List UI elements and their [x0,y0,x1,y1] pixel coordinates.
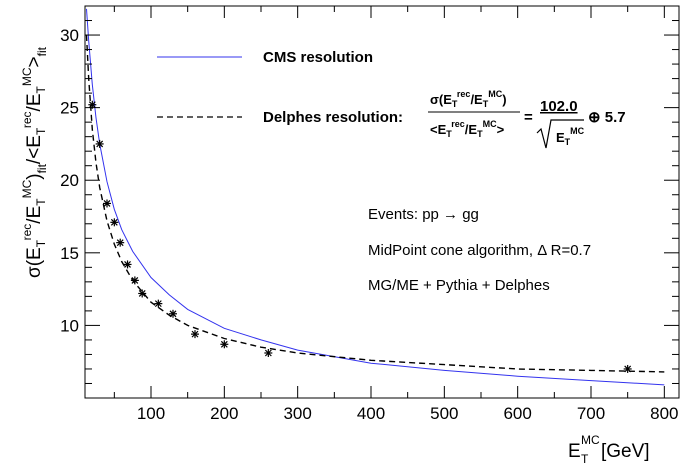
y-axis-label: σ(ETrec/ETMC)fit/<ETrec/ETMC>fit [20,46,49,278]
annotation-events: Events: pp → gg [368,206,479,223]
cms-resolution-line [86,8,665,386]
data-point [264,348,273,357]
x-axis-label: E T MC [GeV] [568,433,650,466]
data-point [116,238,125,247]
delphes-resolution-line [85,34,665,373]
x-axis-label-sub: T [581,452,589,466]
svg-text:ETMC: ETMC [556,126,585,147]
data-point [138,289,147,298]
data-point [95,139,104,148]
x-axis-label-unit: [GeV] [601,441,650,462]
x-tick-label: 600 [503,404,531,423]
legend-delphes-label: Delphes resolution: [263,109,403,126]
data-point [103,199,111,208]
x-tick-label: 400 [357,404,385,423]
x-axis-label-sup: MC [581,433,600,447]
x-axis: 100 200 300 400 500 600 700 800 [113,6,679,423]
formula-constant: ⊕ 5.7 [588,109,626,126]
annotation-algorithm: MidPoint cone algorithm, Δ R=0.7 [368,242,591,259]
x-axis-label-base: E [568,441,581,462]
legend-cms-label: CMS resolution [263,49,373,66]
y-tick-label: 20 [60,171,79,190]
data-point [191,330,199,339]
svg-text:=: = [524,109,533,126]
data-point [123,260,132,269]
data-point [110,218,119,227]
data-point [623,364,632,373]
x-tick-label: 300 [283,404,311,423]
x-tick-label: 700 [577,404,605,423]
svg-text:<ETrec/ETMC>: <ETrec/ETMC> [430,119,505,139]
y-tick-label: 10 [60,316,79,335]
y-tick-label: 30 [60,26,79,45]
data-point [130,276,139,285]
data-point [169,309,177,318]
annotations: Events: pp → gg MidPoint cone algorithm,… [368,206,591,294]
y-tick-label: 15 [60,244,79,263]
legend: CMS resolution Delphes resolution: σ(ETr… [157,49,626,149]
data-point [154,299,163,308]
x-tick-label: 100 [137,404,165,423]
annotation-generator: MG/ME + Pythia + Delphes [368,277,550,294]
formula-numerator: 102.0 [540,98,578,115]
y-axis: 10 15 20 25 30 [60,5,679,384]
series-layer [85,8,665,386]
x-tick-label: 800 [650,404,678,423]
delphes-formula: σ(ETrec/ETMC) <ETrec/ETMC> = 102.0 ETMC … [428,89,626,149]
svg-text:σ(ETrec/ETMC)fit/<ETrec/ETMC>f: σ(ETrec/ETMC)fit/<ETrec/ETMC>fit [20,46,49,278]
svg-text:σ(ETrec/ETMC): σ(ETrec/ETMC) [430,89,507,109]
x-tick-label: 200 [210,404,238,423]
y-tick-label: 25 [60,99,79,118]
x-tick-label: 500 [430,404,458,423]
plot-frame [84,5,680,399]
data-point [220,340,229,349]
